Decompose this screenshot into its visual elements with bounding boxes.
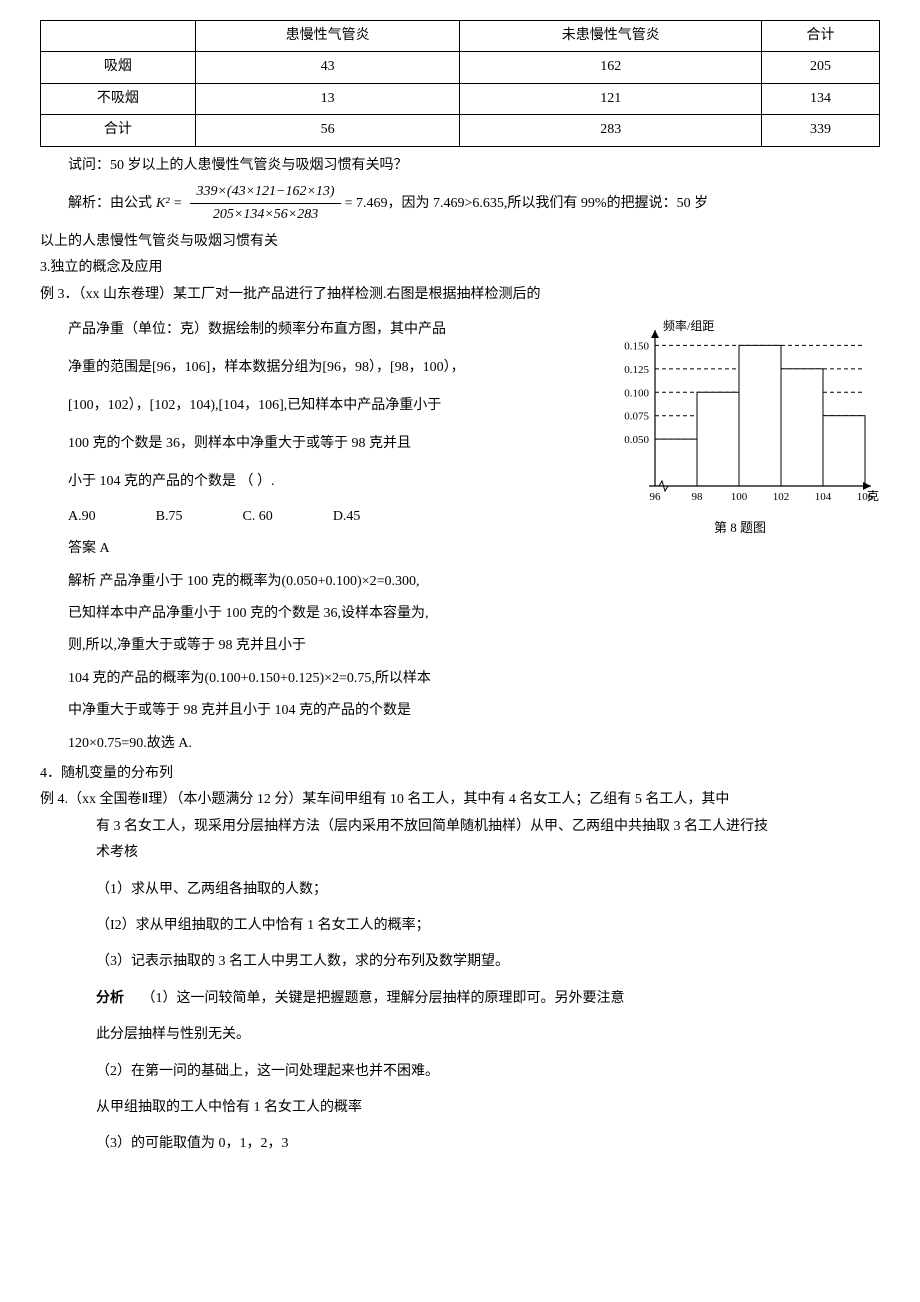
option-d: D.45 xyxy=(333,506,361,528)
analysis-prefix: 解析：由公式 xyxy=(68,193,152,215)
denominator: 205×134×56×283 xyxy=(207,204,324,226)
table-cell: 不吸烟 xyxy=(41,83,196,114)
option-c: C. 60 xyxy=(242,506,272,528)
table-cell: 13 xyxy=(195,83,460,114)
ex4-analysis1b: 此分层抽样与性别无关。 xyxy=(40,1024,880,1046)
ex3-explain-4: 中净重大于或等于 98 克并且小于 104 克的产品的个数是 xyxy=(40,700,880,722)
fraction: 339×(43×121−162×13) 205×134×56×283 xyxy=(190,181,340,227)
ex4-q2: （I2）求从甲组抽取的工人中恰有 1 名女工人的概率； xyxy=(40,915,880,937)
svg-text:98: 98 xyxy=(692,491,704,503)
table-cell: 283 xyxy=(460,115,762,146)
table-cell: 56 xyxy=(195,115,460,146)
table-row: 合计56283339 xyxy=(41,115,880,146)
ex4-header2: 有 3 名女工人，现采用分层抽样方法（层内采用不放回简单随机抽样）从甲、乙两组中… xyxy=(40,816,880,838)
ex3-explain-0: 解析 产品净重小于 100 克的概率为(0.050+0.100)×2=0.300… xyxy=(40,571,880,593)
analysis-2-line2: 以上的人患慢性气管炎与吸烟习惯有关 xyxy=(40,231,880,253)
ex4-analysis3: （3）的可能取值为 0，1，2，3 xyxy=(40,1133,880,1155)
ex3-answer: 答案 A xyxy=(40,538,880,560)
ex3-explain-3: 104 克的产品的概率为(0.100+0.150+0.125)×2=0.75,所… xyxy=(40,668,880,690)
contingency-table: 患慢性气管炎 未患慢性气管炎 合计 吸烟43162205不吸烟13121134合… xyxy=(40,20,880,147)
section-4-title: 4．随机变量的分布列 xyxy=(40,763,880,785)
section-3-title: 3.独立的概念及应用 xyxy=(40,257,880,279)
ex4-analysis2: （2）在第一问的基础上，这一问处理起来也并不困难。 xyxy=(40,1061,880,1083)
analysis-label: 分析 xyxy=(96,991,124,1006)
histogram-chart: 0.0500.0750.1000.1250.150969810010210410… xyxy=(600,316,880,539)
svg-text:0.075: 0.075 xyxy=(624,411,649,423)
example-3-block: 产品净重（单位：克）数据绘制的频率分布直方图，其中产品 净重的范围是[96，10… xyxy=(40,316,880,528)
k2-label: K² = xyxy=(156,193,182,215)
svg-text:0.100: 0.100 xyxy=(624,387,649,399)
question-2: 试问：50 岁以上的人患慢性气管炎与吸烟习惯有关吗？ xyxy=(40,155,880,177)
ex4-analysis1: （1）这一问较简单，关键是把握题意，理解分层抽样的原理即可。另外要注意 xyxy=(142,991,625,1006)
table-cell: 吸烟 xyxy=(41,52,196,83)
ex4-analysis-line1: 分析 （1）这一问较简单，关键是把握题意，理解分层抽样的原理即可。另外要注意 xyxy=(40,988,880,1010)
table-row: 不吸烟13121134 xyxy=(41,83,880,114)
ex4-header3: 术考核 xyxy=(40,842,880,864)
table-row: 吸烟43162205 xyxy=(41,52,880,83)
svg-text:100: 100 xyxy=(731,491,748,503)
ex3-explain-5: 120×0.75=90.故选 A. xyxy=(40,733,880,755)
table-cell: 162 xyxy=(460,52,762,83)
svg-text:频率/组距: 频率/组距 xyxy=(663,318,714,333)
ex3-line-4: 小于 104 克的产品的个数是 （ ）. xyxy=(40,468,580,496)
th-col1: 患慢性气管炎 xyxy=(195,21,460,52)
ex3-explain-2: 则,所以,净重大于或等于 98 克并且小于 xyxy=(40,635,880,657)
ex3-options: A.90 B.75 C. 60 D.45 xyxy=(40,506,580,528)
option-b: B.75 xyxy=(156,506,183,528)
svg-text:克: 克 xyxy=(867,489,879,503)
ex3-line-3: 100 克的个数是 36，则样本中净重大于或等于 98 克并且 xyxy=(40,430,580,458)
table-cell: 43 xyxy=(195,52,460,83)
svg-text:102: 102 xyxy=(773,491,790,503)
numerator: 339×(43×121−162×13) xyxy=(190,181,340,204)
th-col2: 未患慢性气管炎 xyxy=(460,21,762,52)
th-col3: 合计 xyxy=(762,21,880,52)
table-cell: 134 xyxy=(762,83,880,114)
ex4-q1: （1）求从甲、乙两组各抽取的人数； xyxy=(40,879,880,901)
histogram-svg: 0.0500.0750.1000.1250.150969810010210410… xyxy=(600,316,880,516)
svg-text:104: 104 xyxy=(815,491,832,503)
formula-result: = 7.469 xyxy=(345,193,388,215)
table-cell: 121 xyxy=(460,83,762,114)
example-3-header: 例 3．（xx 山东卷理）某工厂对一批产品进行了抽样检测.右图是根据抽样检测后的 xyxy=(40,284,880,306)
svg-text:0.150: 0.150 xyxy=(624,340,649,352)
table-cell: 合计 xyxy=(41,115,196,146)
ex3-line-0: 产品净重（单位：克）数据绘制的频率分布直方图，其中产品 xyxy=(40,316,580,344)
svg-text:0.125: 0.125 xyxy=(624,364,649,376)
ex4-q3: （3）记表示抽取的 3 名工人中男工人数，求的分布列及数学期望。 xyxy=(40,951,880,973)
analysis-2-formula: 解析：由公式 K² = 339×(43×121−162×13) 205×134×… xyxy=(40,181,880,227)
ex3-explain-1: 已知样本中产品净重小于 100 克的个数是 36,设样本容量为, xyxy=(40,603,880,625)
svg-text:96: 96 xyxy=(650,491,662,503)
ex4-analysis2b: 从甲组抽取的工人中恰有 1 名女工人的概率 xyxy=(40,1097,880,1119)
th-blank xyxy=(41,21,196,52)
ex3-line-1: 净重的范围是[96，106]，样本数据分组为[96，98），[98，100）， xyxy=(40,354,580,382)
example-3-text: 产品净重（单位：克）数据绘制的频率分布直方图，其中产品 净重的范围是[96，10… xyxy=(40,316,580,528)
svg-text:0.050: 0.050 xyxy=(624,434,649,446)
chart-caption: 第 8 题图 xyxy=(600,518,880,539)
table-header-row: 患慢性气管炎 未患慢性气管炎 合计 xyxy=(41,21,880,52)
option-a: A.90 xyxy=(68,506,96,528)
table-cell: 339 xyxy=(762,115,880,146)
ex4-header: 例 4.（xx 全国卷Ⅱ理）（本小题满分 12 分）某车间甲组有 10 名工人，… xyxy=(40,789,880,811)
ex3-line-2: [100，102），[102，104),[104，106],已知样本中产品净重小… xyxy=(40,392,580,420)
table-cell: 205 xyxy=(762,52,880,83)
formula-tail: ，因为 7.469>6.635,所以我们有 99%的把握说：50 岁 xyxy=(388,193,709,215)
